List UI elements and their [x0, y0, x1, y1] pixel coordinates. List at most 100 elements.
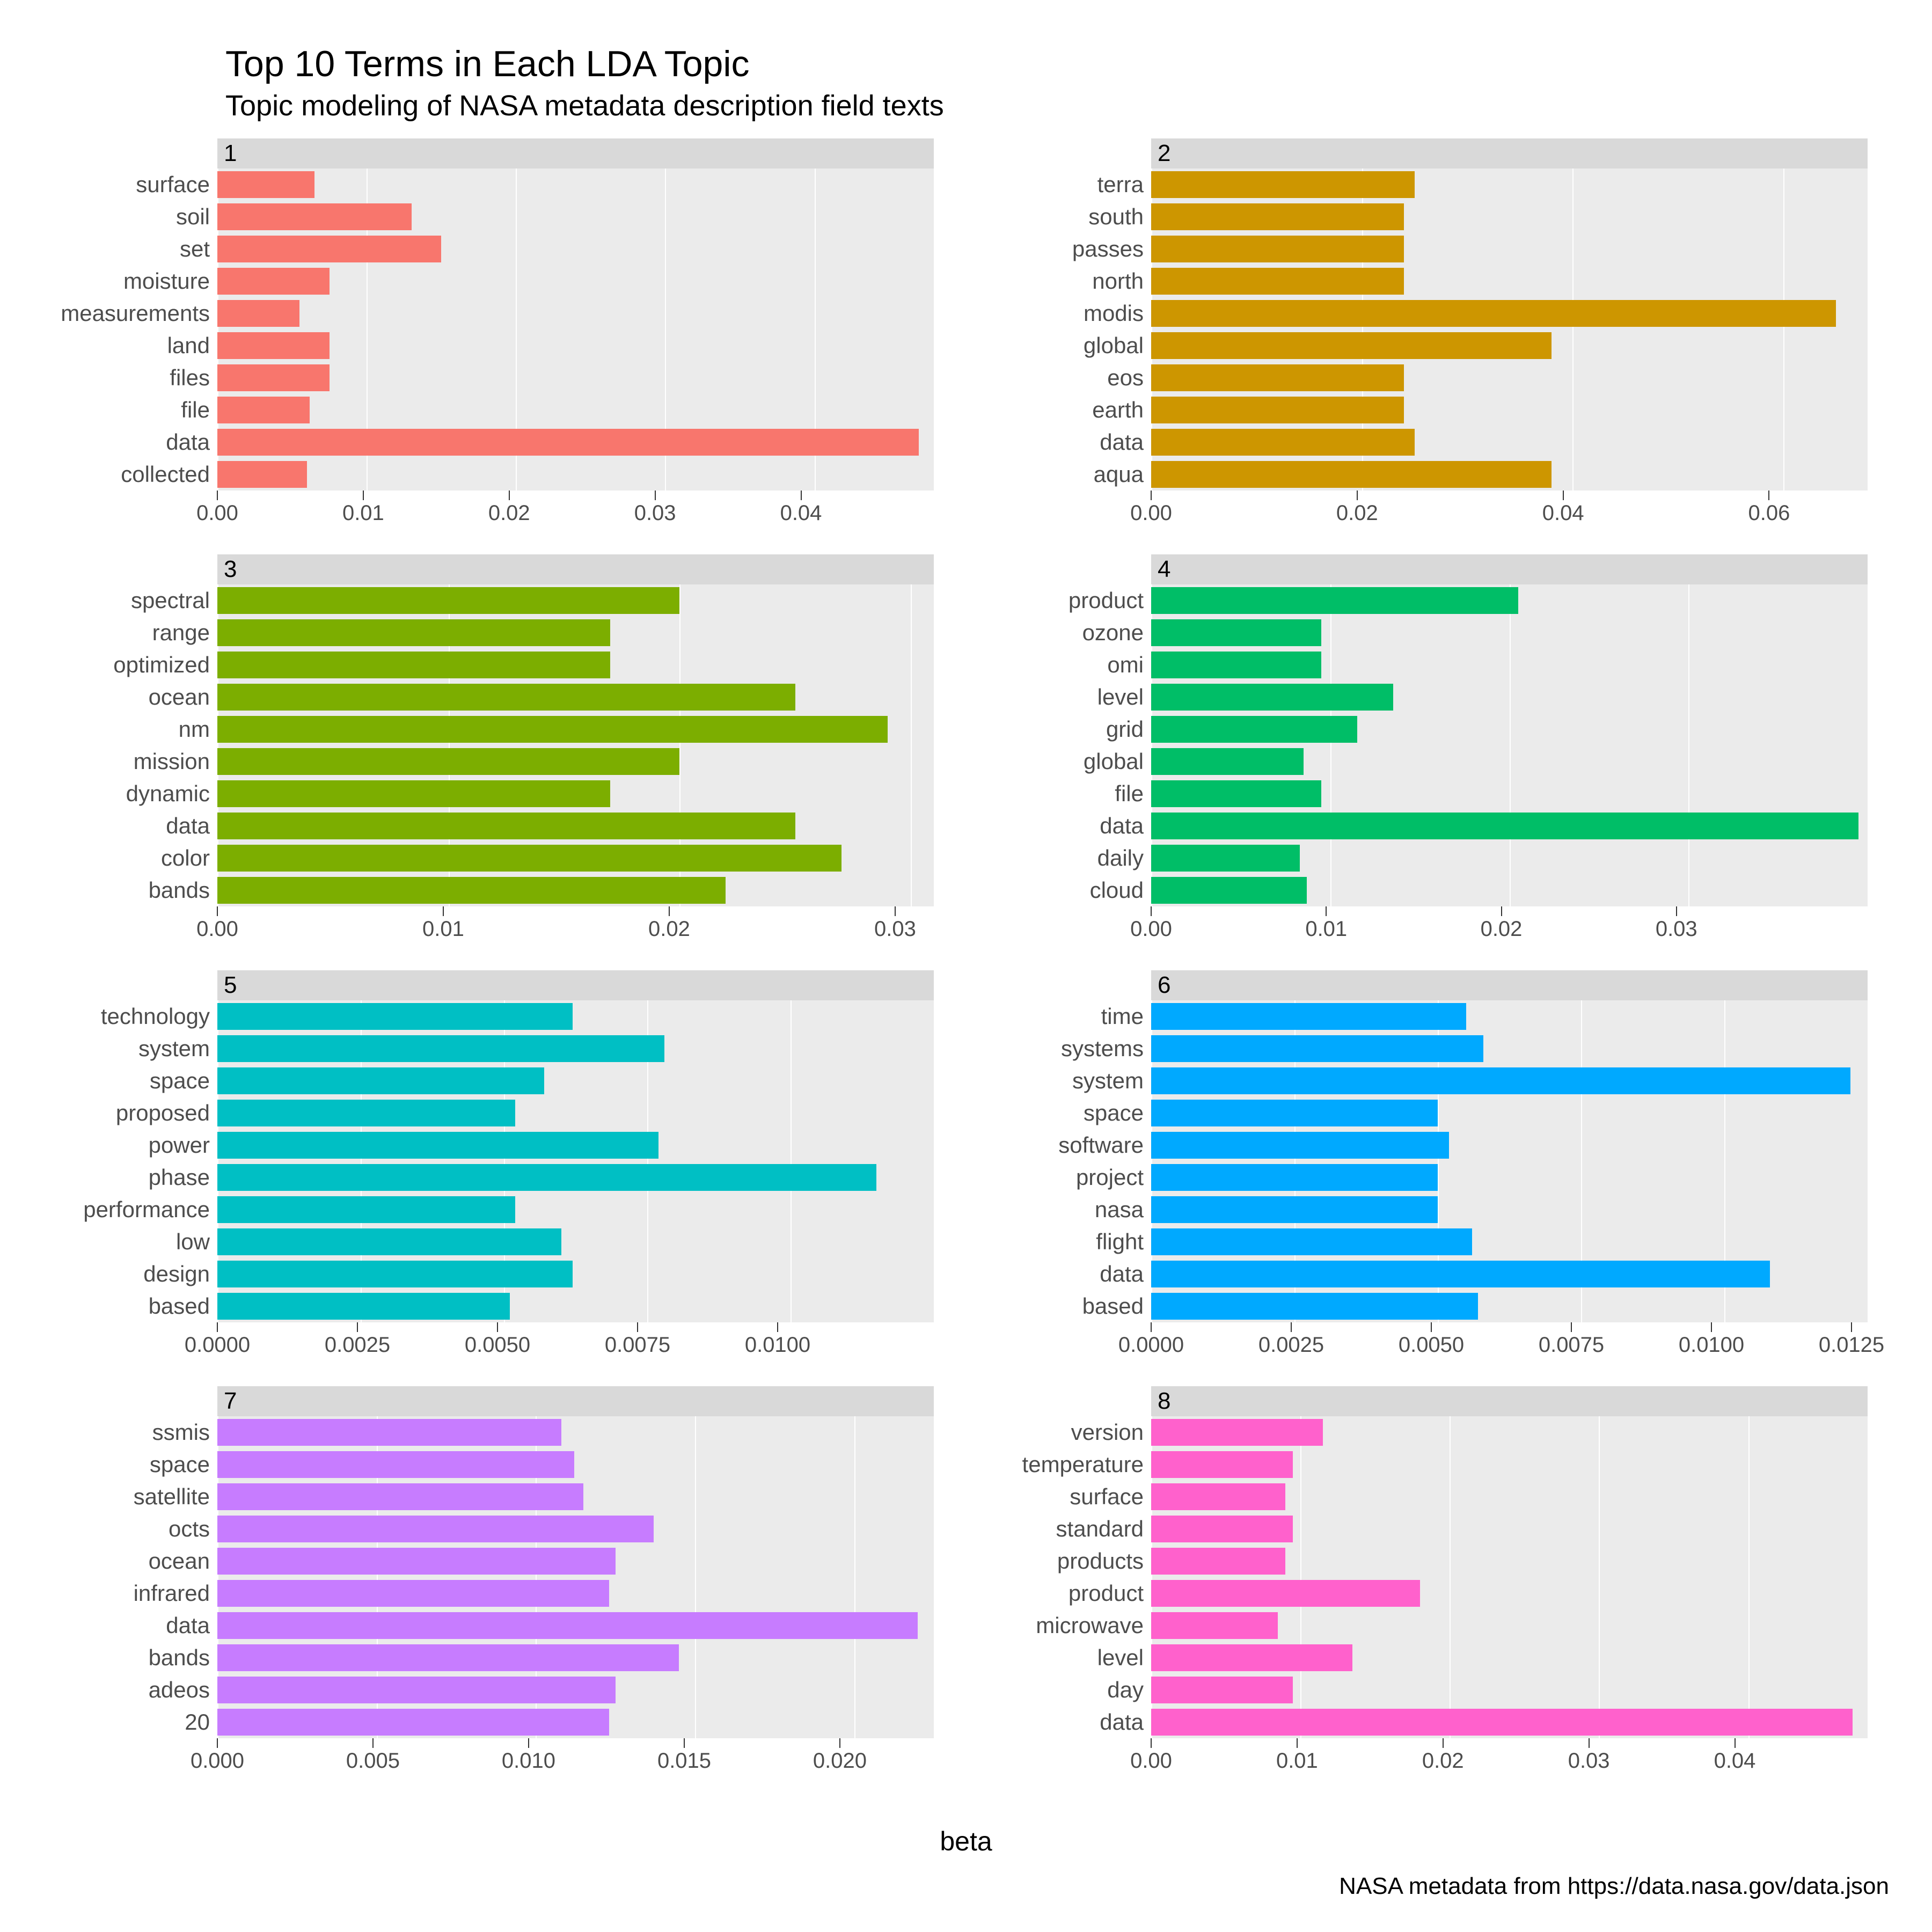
bar-row — [1151, 1609, 1868, 1642]
bar-row — [217, 1513, 934, 1545]
y-tick-label: south — [966, 206, 1144, 228]
y-axis-labels: spectralrangeoptimizedoceannmmissiondyna… — [32, 584, 217, 906]
bar-row — [1151, 297, 1868, 330]
bar — [1151, 1003, 1466, 1029]
bar — [1151, 1035, 1483, 1062]
x-tick — [1589, 1738, 1590, 1748]
bar-row — [217, 1000, 934, 1033]
bar-row — [217, 1642, 934, 1674]
bar-row — [217, 1194, 934, 1226]
bar — [217, 716, 888, 742]
x-axis: 0.000.020.040.06 — [1151, 491, 1851, 528]
y-tick-label: satellite — [32, 1485, 210, 1508]
facet-panel-8: 8versiontemperaturesurfacestandardproduc… — [966, 1386, 1900, 1802]
bar-row — [1151, 330, 1868, 362]
x-tick — [1431, 1322, 1432, 1332]
y-tick-label: technology — [32, 1005, 210, 1028]
bar-row — [217, 1161, 934, 1194]
chart-page: Top 10 Terms in Each LDA Topic Topic mod… — [0, 0, 1932, 1932]
bar-row — [217, 1674, 934, 1706]
bar-row — [217, 810, 934, 842]
bar — [217, 332, 330, 358]
bars-region — [1151, 169, 1868, 491]
x-tick-label: 0.0125 — [1819, 1333, 1884, 1357]
bar — [1151, 461, 1552, 487]
x-tick-label: 0.02 — [1336, 501, 1378, 525]
y-tick-label: data — [966, 815, 1144, 837]
plot-area: ssmisspacesatelliteoctsoceaninfrareddata… — [32, 1416, 950, 1738]
y-tick-label: files — [32, 367, 210, 389]
bar-row — [217, 1065, 934, 1097]
bar — [1151, 1293, 1478, 1319]
bar — [1151, 1196, 1438, 1223]
x-tick-label: 0.0075 — [605, 1333, 670, 1357]
x-tick — [363, 491, 364, 500]
y-tick-label: project — [966, 1166, 1144, 1189]
bar — [1151, 1451, 1293, 1477]
x-tick — [217, 906, 218, 916]
x-tick — [1151, 1322, 1152, 1332]
bar — [217, 461, 307, 487]
facet-panel-4: 4productozoneomilevelgridglobalfiledatad… — [966, 554, 1900, 970]
x-tick-label: 0.000 — [191, 1749, 244, 1773]
gridline — [1868, 1000, 1869, 1322]
x-tick-label: 0.00 — [1130, 501, 1172, 525]
plot-area: versiontemperaturesurfacestandardproduct… — [966, 1416, 1884, 1738]
bar — [1151, 748, 1304, 774]
bar-row — [1151, 842, 1868, 874]
x-tick — [684, 1738, 685, 1748]
bar-row — [217, 1577, 934, 1609]
y-axis-labels: surfacesoilsetmoisturemeasurementslandfi… — [32, 169, 217, 491]
x-tick-label: 0.03 — [1656, 917, 1697, 941]
bar-row — [1151, 1065, 1868, 1097]
y-tick-label: ocean — [32, 686, 210, 708]
bar — [1151, 236, 1404, 262]
x-tick — [1326, 906, 1327, 916]
bar — [217, 1100, 515, 1126]
x-tick — [372, 1738, 374, 1748]
bar-row — [1151, 1577, 1868, 1609]
bar-row — [217, 745, 934, 778]
y-axis-labels: technologysystemspaceproposedpowerphasep… — [32, 1000, 217, 1322]
bar-row — [217, 1129, 934, 1161]
bar — [1151, 1483, 1285, 1510]
bar-row — [1151, 810, 1868, 842]
bars-region — [1151, 584, 1868, 906]
x-tick-label: 0.02 — [1422, 1749, 1464, 1773]
bar-row — [1151, 1545, 1868, 1577]
y-tick-label: flight — [966, 1231, 1144, 1253]
y-tick-label: mission — [32, 750, 210, 773]
x-axis: 0.000.010.020.030.04 — [1151, 1738, 1851, 1776]
bar-row — [217, 1097, 934, 1129]
y-tick-label: low — [32, 1231, 210, 1253]
x-tick-label: 0.03 — [1568, 1749, 1610, 1773]
bar — [1151, 1067, 1850, 1094]
bar-row — [1151, 1194, 1868, 1226]
x-tick — [839, 1738, 840, 1748]
bar — [1151, 1709, 1853, 1735]
x-tick-label: 0.01 — [342, 501, 384, 525]
facet-label: 2 — [1151, 138, 1868, 169]
facet-label: 7 — [217, 1386, 934, 1416]
y-tick-label: measurements — [32, 302, 210, 325]
y-tick-label: products — [966, 1550, 1144, 1572]
bar — [1151, 429, 1415, 455]
x-tick-label: 0.01 — [422, 917, 464, 941]
bar-row — [217, 1290, 934, 1322]
y-tick-label: performance — [32, 1198, 210, 1221]
x-axis: 0.00000.00250.00500.00750.0100 — [217, 1322, 918, 1360]
bar-row — [217, 265, 934, 297]
y-tick-label: data — [32, 815, 210, 837]
bar-row — [1151, 1448, 1868, 1481]
y-axis-labels: terrasouthpassesnorthmodisglobaleosearth… — [966, 169, 1151, 491]
x-tick — [1735, 1738, 1736, 1748]
y-tick-label: moisture — [32, 270, 210, 292]
bar-row — [1151, 265, 1868, 297]
x-tick — [1501, 906, 1502, 916]
bar — [217, 652, 610, 678]
y-tick-label: earth — [966, 399, 1144, 421]
y-tick-label: land — [32, 334, 210, 357]
bar — [217, 1228, 561, 1255]
bar — [1151, 684, 1393, 710]
y-tick-label: ozone — [966, 621, 1144, 644]
